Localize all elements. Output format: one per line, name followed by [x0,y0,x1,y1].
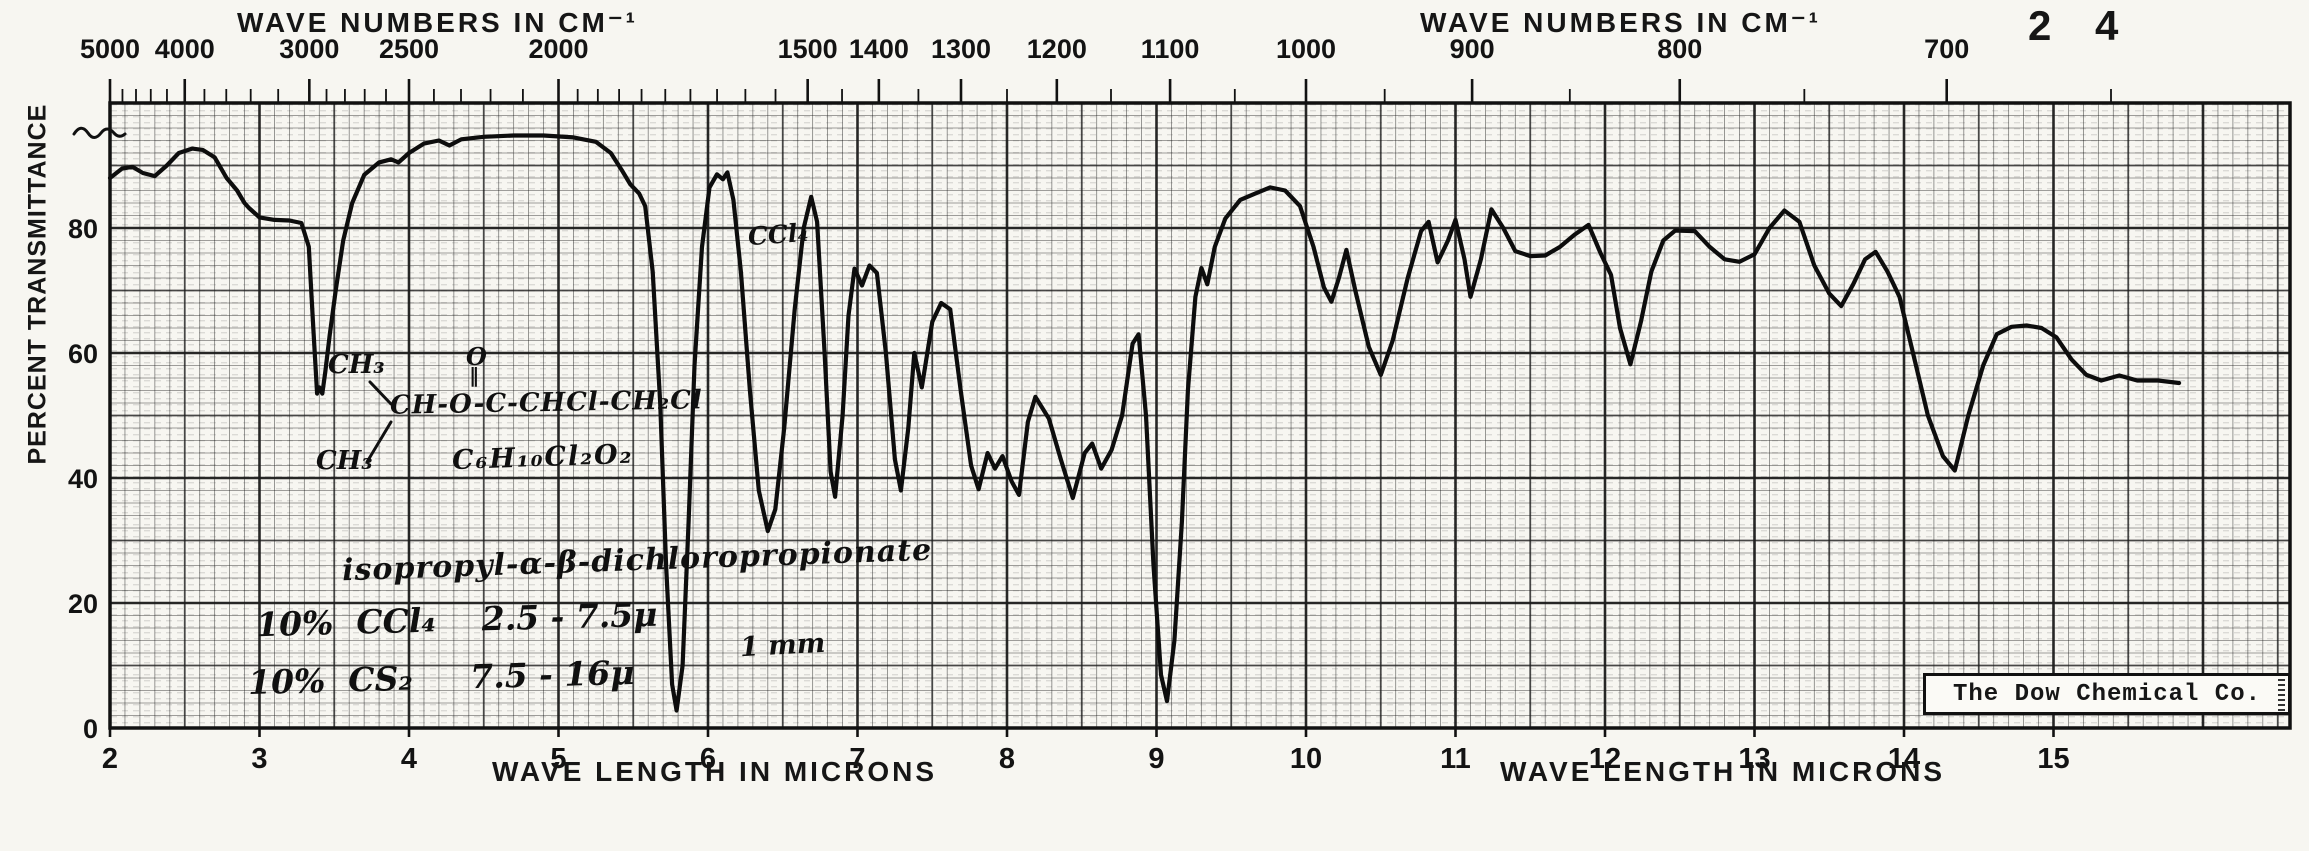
handwritten-mark-100 [72,126,127,139]
top-axis-title-left: WAVE NUMBERS IN CM⁻¹ [237,7,638,38]
micron-tick-label: 2 [102,743,118,775]
top-axis-title-right: WAVE NUMBERS IN CM⁻¹ [1420,7,1821,38]
wavenumber-tick-label: 3000 [279,34,339,64]
bottom-axis-title-right: WAVE LENGTH IN MICRONS [1500,756,1946,787]
micron-tick-label: 3 [251,743,267,775]
wavenumber-tick-label: 800 [1657,34,1702,64]
company-stamp-box: The Dow Chemical Co. [1923,673,2291,715]
micron-tick-label: 4 [401,743,417,775]
structure-bond-strokes [365,380,393,464]
percent-tick-label: 0 [83,714,98,744]
company-name: The Dow Chemical Co. [1952,680,2262,708]
wavenumber-tick-label: 1300 [931,34,991,64]
spectrum-trace [107,133,2182,713]
micron-tick-label: 12 [1589,743,1621,775]
micron-tick-label: 9 [1148,743,1164,775]
micron-tick-label: 11 [1440,743,1471,775]
wavenumber-tick-label: 1100 [1141,34,1200,64]
micron-tick-label: 15 [2037,743,2069,775]
percent-tick-label: 80 [68,214,98,244]
wavenumber-tick-label: 2000 [528,34,588,64]
micron-tick-label: 8 [999,743,1015,775]
page-number: 2 4 [2028,2,2135,49]
cell-path-annotation: 1 mm [739,627,827,664]
structure-ch3-top: CH₃ [328,350,385,380]
wavenumber-tick-label: 1200 [1027,34,1087,64]
structure-double-bond: ‖ [469,363,479,387]
wavenumber-tick-label: 1400 [849,34,909,64]
micron-tick-label: 7 [849,743,865,775]
form-number-mark [2278,679,2285,711]
percent-tick-label: 20 [68,589,98,619]
micron-tick-label: 5 [550,743,566,775]
percent-tick-label: 60 [68,339,98,369]
wavenumber-tick-label: 1500 [778,34,838,64]
y-axis-title: PERCENT TRANSMITTANCE [23,103,52,465]
wavenumber-tick-label: 5000 [80,34,140,64]
structure-chain: CH-O-C-CHCl-CH₂Cl [389,385,704,421]
structure-ch3-bottom: CH₃ [316,446,373,476]
percent-tick-label: 40 [68,464,98,494]
structure-molecular-formula: C₆H₁₀Cl₂O₂ [451,438,634,477]
wavenumber-tick-label: 900 [1450,34,1495,64]
plot-border [108,101,2292,730]
bottom-axis-title-left: WAVE LENGTH IN MICRONS [492,756,938,787]
wavenumber-tick-label: 4000 [155,34,215,64]
micron-tick-label: 6 [700,743,716,775]
band-label-annotation: CCl₄ [747,217,810,252]
micron-tick-label: 10 [1290,743,1322,775]
wavenumber-tick-label: 700 [1924,34,1969,64]
wavenumber-tick-label: 1000 [1276,34,1336,64]
structure-carbonyl-oxygen: O [466,342,487,371]
micron-tick-label: 13 [1738,743,1770,775]
wavenumber-tick-label: 2500 [379,34,439,64]
micron-tick-label: 14 [1888,743,1920,775]
